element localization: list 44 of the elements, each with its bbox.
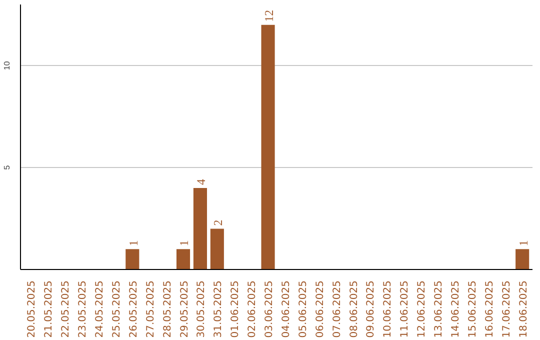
y-tick-label: 5 (2, 164, 12, 170)
x-tick-label: 23.05.2025 (78, 280, 89, 338)
data-label: 2 (211, 220, 226, 226)
x-tick-label: 05.06.2025 (298, 280, 309, 338)
x-tick-label: 08.06.2025 (348, 280, 360, 338)
data-label: 1 (177, 240, 192, 246)
x-tick-label: 21.05.2025 (44, 280, 55, 338)
x-tick-label: 02.06.2025 (247, 280, 258, 338)
x-tick-label: 13.06.2025 (434, 280, 445, 338)
x-tick-label: 30.05.2025 (196, 280, 208, 338)
x-tick-label: 11.06.2025 (400, 280, 411, 338)
bar (516, 249, 530, 270)
bar (210, 228, 224, 270)
bar (193, 188, 207, 270)
x-tick-label: 24.05.2025 (94, 280, 106, 338)
bar (176, 249, 190, 270)
x-tick-label: 26.05.2025 (128, 280, 140, 338)
x-tick-label: 27.05.2025 (145, 280, 156, 338)
x-tick-label: 17.06.2025 (501, 280, 512, 338)
y-tick-label: 10 (2, 60, 12, 70)
x-tick-label: 28.05.2025 (162, 280, 174, 338)
x-tick-label: 04.06.2025 (280, 280, 292, 338)
x-tick-label: 10.06.2025 (382, 280, 394, 338)
data-label: 1 (126, 240, 140, 246)
x-tick-label: 06.06.2025 (314, 280, 326, 338)
x-tick-label: 03.06.2025 (264, 280, 276, 338)
x-tick-label: 18.06.2025 (518, 280, 530, 338)
x-tick-label: 22.05.2025 (60, 280, 72, 338)
x-tick-label: 31.05.2025 (213, 280, 224, 338)
x-tick-label: 16.06.2025 (484, 280, 496, 338)
data-label: 1 (516, 240, 530, 246)
x-tick-label: 25.05.2025 (111, 280, 122, 338)
x-tick-label: 09.06.2025 (366, 280, 377, 338)
data-label: 12 (262, 10, 276, 22)
bar (126, 249, 140, 270)
x-tick-label: 12.06.2025 (416, 280, 428, 338)
x-tick-label: 20.05.2025 (26, 280, 38, 338)
data-label: 4 (194, 178, 208, 185)
x-tick-label: 29.05.2025 (179, 280, 190, 338)
x-tick-label: 01.06.2025 (230, 280, 242, 338)
x-tick-label: 07.06.2025 (332, 280, 343, 338)
x-tick-label: 14.06.2025 (450, 280, 462, 338)
x-tick-label: 15.06.2025 (467, 280, 478, 338)
bar (261, 24, 275, 270)
